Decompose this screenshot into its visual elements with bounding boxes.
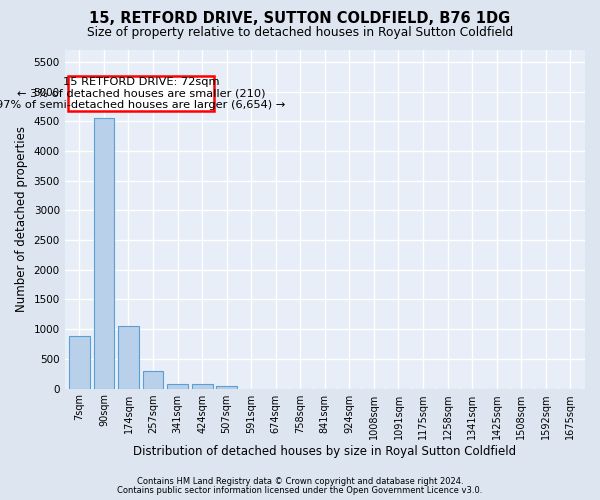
Text: 15 RETFORD DRIVE: 72sqm
← 3% of detached houses are smaller (210)
97% of semi-de: 15 RETFORD DRIVE: 72sqm ← 3% of detached… xyxy=(0,77,286,110)
Text: Contains HM Land Registry data © Crown copyright and database right 2024.: Contains HM Land Registry data © Crown c… xyxy=(137,477,463,486)
X-axis label: Distribution of detached houses by size in Royal Sutton Coldfield: Distribution of detached houses by size … xyxy=(133,444,517,458)
Bar xyxy=(191,384,212,388)
Y-axis label: Number of detached properties: Number of detached properties xyxy=(15,126,28,312)
Text: 15, RETFORD DRIVE, SUTTON COLDFIELD, B76 1DG: 15, RETFORD DRIVE, SUTTON COLDFIELD, B76… xyxy=(89,11,511,26)
Bar xyxy=(167,384,188,388)
Bar xyxy=(69,336,90,388)
Bar xyxy=(143,372,163,388)
Text: Size of property relative to detached houses in Royal Sutton Coldfield: Size of property relative to detached ho… xyxy=(87,26,513,39)
FancyBboxPatch shape xyxy=(68,76,214,111)
Text: Contains public sector information licensed under the Open Government Licence v3: Contains public sector information licen… xyxy=(118,486,482,495)
Bar xyxy=(94,118,115,388)
Bar xyxy=(216,386,237,388)
Bar xyxy=(118,326,139,388)
